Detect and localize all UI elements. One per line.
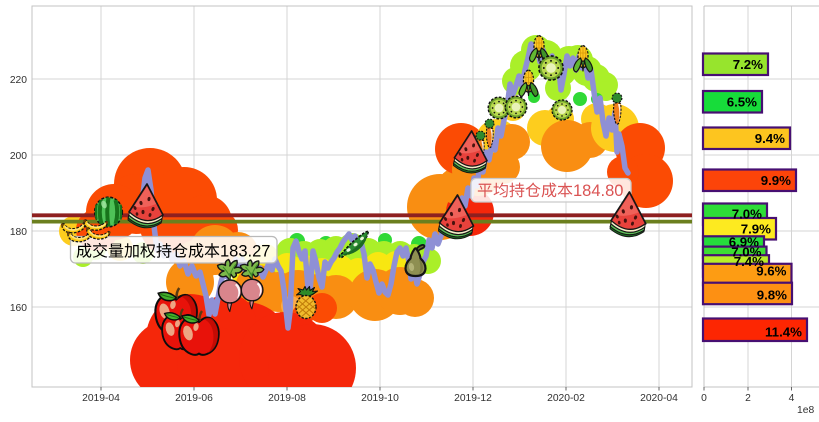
svg-text:2019-12: 2019-12 (454, 393, 492, 404)
svg-text:6.5%: 6.5% (727, 95, 757, 110)
svg-text:0: 0 (701, 393, 707, 404)
svg-text:4: 4 (789, 393, 795, 404)
svg-text:9.9%: 9.9% (761, 173, 791, 188)
svg-text:2020-02: 2020-02 (547, 393, 585, 404)
svg-text:1e8: 1e8 (797, 405, 814, 416)
svg-text:2020-04: 2020-04 (640, 393, 678, 404)
svg-text:220: 220 (10, 75, 27, 86)
svg-text:2019-10: 2019-10 (361, 393, 399, 404)
svg-text:200: 200 (10, 151, 27, 162)
svg-text:7.4%: 7.4% (734, 254, 764, 269)
svg-text:9.8%: 9.8% (757, 288, 787, 303)
svg-text:7.0%: 7.0% (731, 245, 761, 260)
svg-text:2: 2 (745, 393, 751, 404)
svg-text:9.4%: 9.4% (755, 131, 785, 146)
svg-text:6.9%: 6.9% (729, 235, 759, 250)
svg-text:184.80: 184.80 (573, 182, 623, 200)
svg-text:160: 160 (10, 303, 27, 314)
svg-text:7.9%: 7.9% (741, 222, 771, 237)
svg-text:7.2%: 7.2% (733, 57, 763, 72)
svg-text:7.0%: 7.0% (732, 207, 762, 222)
svg-text:2019-04: 2019-04 (82, 393, 120, 404)
svg-text:180: 180 (10, 227, 27, 238)
svg-text:9.6%: 9.6% (756, 264, 786, 279)
svg-text:2019-08: 2019-08 (268, 393, 306, 404)
svg-text:2019-06: 2019-06 (175, 393, 213, 404)
svg-text:11.4%: 11.4% (765, 325, 802, 340)
svg-text:183.27: 183.27 (220, 243, 270, 261)
